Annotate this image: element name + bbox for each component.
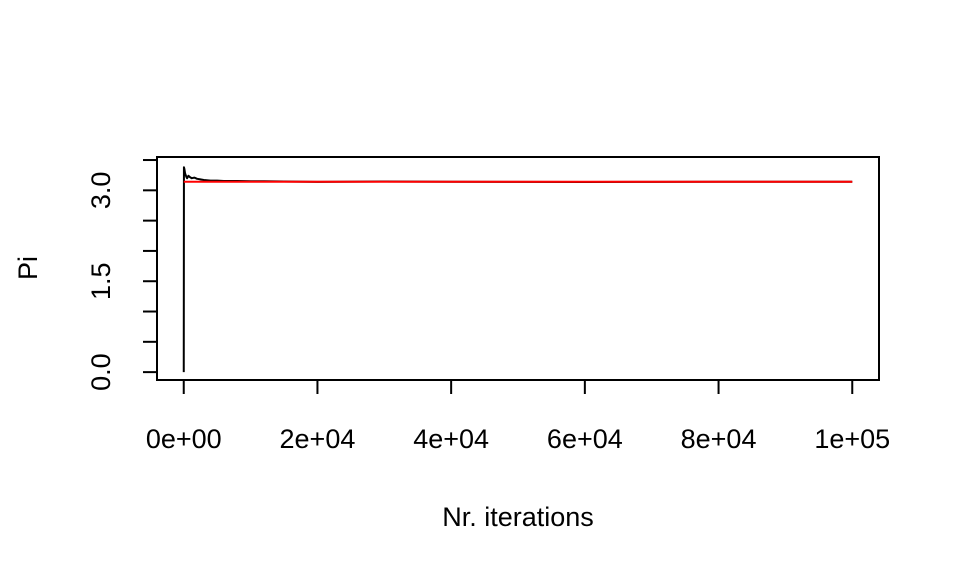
y-tick-label: 1.5	[86, 262, 116, 300]
x-axis-title: Nr. iterations	[442, 502, 594, 532]
y-axis: 0.0 1.5 3.0	[86, 159, 158, 391]
y-tick-label: 3.0	[86, 172, 116, 210]
series-layer	[182, 166, 853, 373]
x-tick-label: 1e+05	[814, 424, 890, 454]
series-line-0	[182, 166, 853, 373]
x-axis: 0e+00 2e+04 4e+04 6e+04 8e+04 1e+05	[146, 379, 890, 454]
x-tick-label: 0e+00	[146, 424, 222, 454]
x-tick-label: 6e+04	[547, 424, 623, 454]
x-tick-label: 4e+04	[413, 424, 489, 454]
y-tick-label: 0.0	[86, 353, 116, 391]
x-tick-label: 2e+04	[280, 424, 356, 454]
plot-box	[156, 156, 880, 381]
x-tick-label: 8e+04	[681, 424, 757, 454]
y-axis-title: Pi	[13, 256, 43, 280]
